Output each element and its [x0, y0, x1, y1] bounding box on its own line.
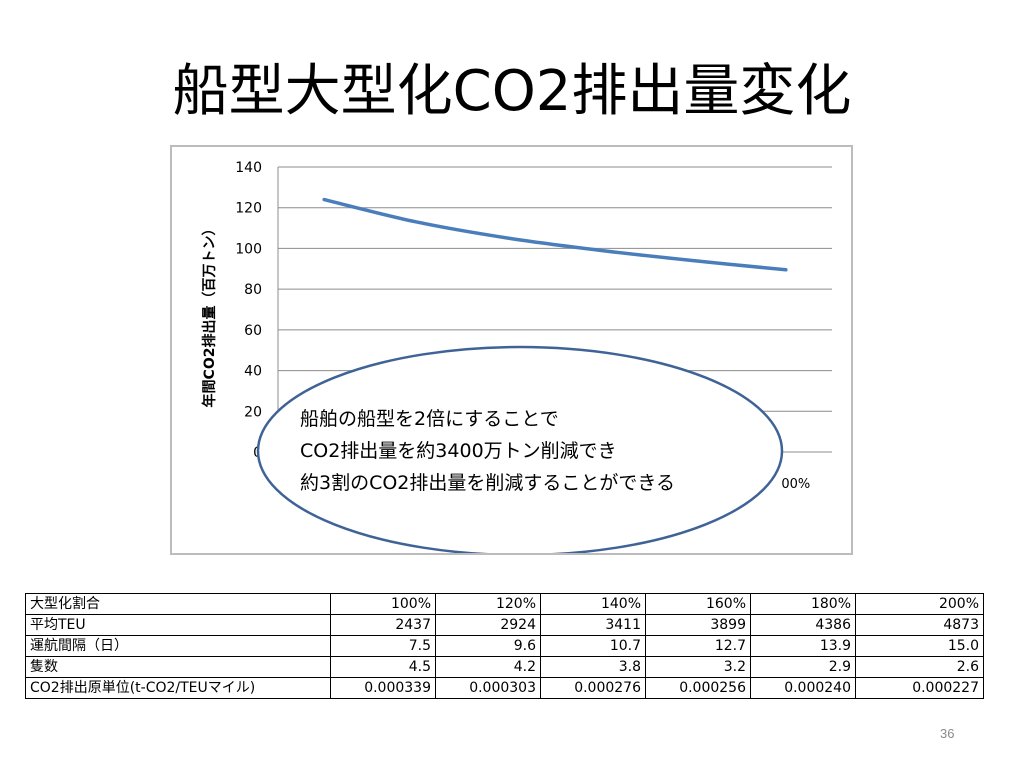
table-cell: 3.8	[540, 656, 646, 678]
table-cell: 2.9	[750, 656, 856, 678]
chart-frame: 020406080100120140年間CO2排出量（百万トン）00%船舶の船型…	[170, 145, 853, 555]
row-header-cell: 隻数	[25, 656, 331, 678]
data-table-wrapper: 大型化割合 100% 120% 140% 160% 180% 200% 平均TEU 2437 29…	[25, 593, 984, 699]
table-row: 運航間隔（日） 7.5 9.6 10.7 12.7 13.9 15.0	[25, 635, 984, 657]
data-table: 大型化割合 100% 120% 140% 160% 180% 200% 平均TEU 2437 29…	[25, 593, 984, 699]
table-cell: 0.000256	[645, 677, 751, 699]
y-tick-label: 40	[244, 364, 262, 380]
y-axis-title: 年間CO2排出量（百万トン）	[201, 222, 218, 408]
annotation-line: 船舶の船型を2倍にすることで	[300, 408, 559, 430]
table-cell: 4386	[750, 614, 856, 636]
row-header-cell: CO2排出原単位(t-CO2/TEUマイル)	[25, 677, 331, 699]
table-cell: 0.000240	[750, 677, 856, 699]
annotation-ellipse	[256, 345, 784, 553]
table-cell: 0.000227	[855, 677, 984, 699]
series-line	[322, 197, 788, 272]
table-cell: 180%	[750, 593, 856, 615]
y-tick-label: 80	[244, 282, 262, 298]
annotation-line: 約3割のCO2排出量を削減することができる	[300, 472, 675, 494]
table-row: 平均TEU 2437 2924 3411 3899 4386 4873	[25, 614, 984, 636]
table-cell: 3411	[540, 614, 646, 636]
row-header-cell: 運航間隔（日）	[25, 635, 331, 657]
table-cell: 10.7	[540, 635, 646, 657]
y-tick-label: 60	[244, 323, 262, 339]
table-cell: 12.7	[645, 635, 751, 657]
table-cell: 100%	[330, 593, 436, 615]
table-cell: 0.000339	[330, 677, 436, 699]
annotation-line: CO2排出量を約3400万トン削減でき	[300, 440, 617, 462]
table-cell: 4873	[855, 614, 984, 636]
table-cell: 7.5	[330, 635, 436, 657]
x-tick-label: 00%	[781, 477, 810, 492]
table-cell: 2.6	[855, 656, 984, 678]
y-tick-label: 100	[235, 241, 262, 257]
table-cell: 4.5	[330, 656, 436, 678]
y-tick-label: 20	[244, 404, 262, 420]
table-cell: 9.6	[435, 635, 541, 657]
table-cell: 13.9	[750, 635, 856, 657]
table-cell: 120%	[435, 593, 541, 615]
line-chart: 020406080100120140年間CO2排出量（百万トン）00%船舶の船型…	[201, 160, 832, 553]
table-cell: 4.2	[435, 656, 541, 678]
table-row: 大型化割合 100% 120% 140% 160% 180% 200%	[25, 593, 984, 615]
table-cell: 2437	[330, 614, 436, 636]
slide-title: 船型大型化CO2排出量変化	[172, 59, 852, 124]
row-header-cell: 平均TEU	[25, 614, 331, 636]
table-row: CO2排出原単位(t-CO2/TEUマイル) 0.000339 0.000303 0.…	[25, 677, 984, 699]
table-cell: 2924	[435, 614, 541, 636]
table-cell: 3.2	[645, 656, 751, 678]
table-cell: 3899	[645, 614, 751, 636]
page-number: 36	[940, 726, 955, 741]
row-header-cell: 大型化割合	[25, 593, 331, 615]
table-cell: 15.0	[855, 635, 984, 657]
table-cell: 160%	[645, 593, 751, 615]
y-tick-label: 120	[235, 201, 262, 217]
table-cell: 0.000276	[540, 677, 646, 699]
table-row: 隻数 4.5 4.2 3.8 3.2 2.9 2.6	[25, 656, 984, 678]
y-tick-label: 140	[235, 160, 262, 176]
table-cell: 140%	[540, 593, 646, 615]
table-cell: 200%	[855, 593, 984, 615]
table-cell: 0.000303	[435, 677, 541, 699]
